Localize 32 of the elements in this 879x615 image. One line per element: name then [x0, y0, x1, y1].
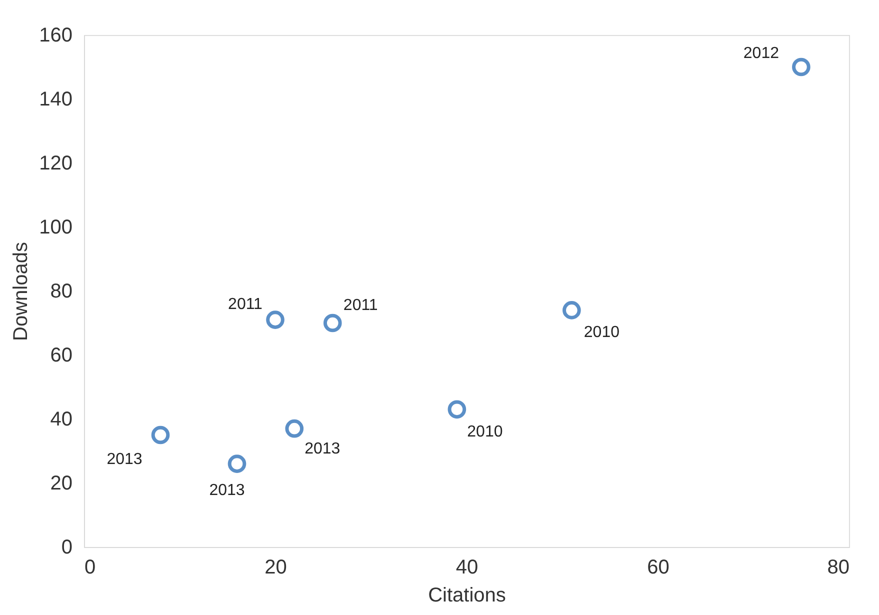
x-tick-label: 80 [827, 556, 850, 578]
point [792, 58, 810, 76]
y-tick-label: 140 [39, 88, 72, 110]
x-tick-label: 60 [647, 556, 670, 578]
annotation: 2010 [467, 423, 503, 440]
annotation: 2013 [106, 451, 142, 468]
annotation: 2013 [304, 440, 340, 458]
point [266, 310, 284, 329]
y-tick-label: 40 [50, 408, 72, 430]
y-tick-label: 160 [39, 24, 72, 46]
annotation: 2012 [743, 45, 780, 62]
y-tick-label: 120 [39, 152, 72, 174]
y-axis-title: Downloads [10, 242, 32, 341]
point [562, 301, 581, 320]
x-axis-title: Citations [428, 584, 506, 606]
annotation: 2011 [228, 296, 263, 313]
y-tick-label: 0 [61, 536, 72, 558]
point [285, 419, 304, 438]
annotation: 2011 [343, 297, 378, 314]
y-tick-label: 60 [50, 344, 72, 366]
point [448, 400, 466, 419]
point [323, 314, 342, 332]
annotation: 2013 [209, 482, 245, 499]
y-tick-label: 20 [50, 472, 72, 494]
x-tick-label: 40 [456, 556, 478, 578]
x-tick-label: 20 [264, 556, 287, 578]
y-tick-label: 100 [39, 216, 72, 238]
point [151, 426, 170, 444]
annotation: 2010 [584, 324, 620, 342]
y-tick-label: 80 [50, 280, 72, 302]
x-tick-label: 0 [84, 556, 96, 578]
point [228, 454, 246, 473]
